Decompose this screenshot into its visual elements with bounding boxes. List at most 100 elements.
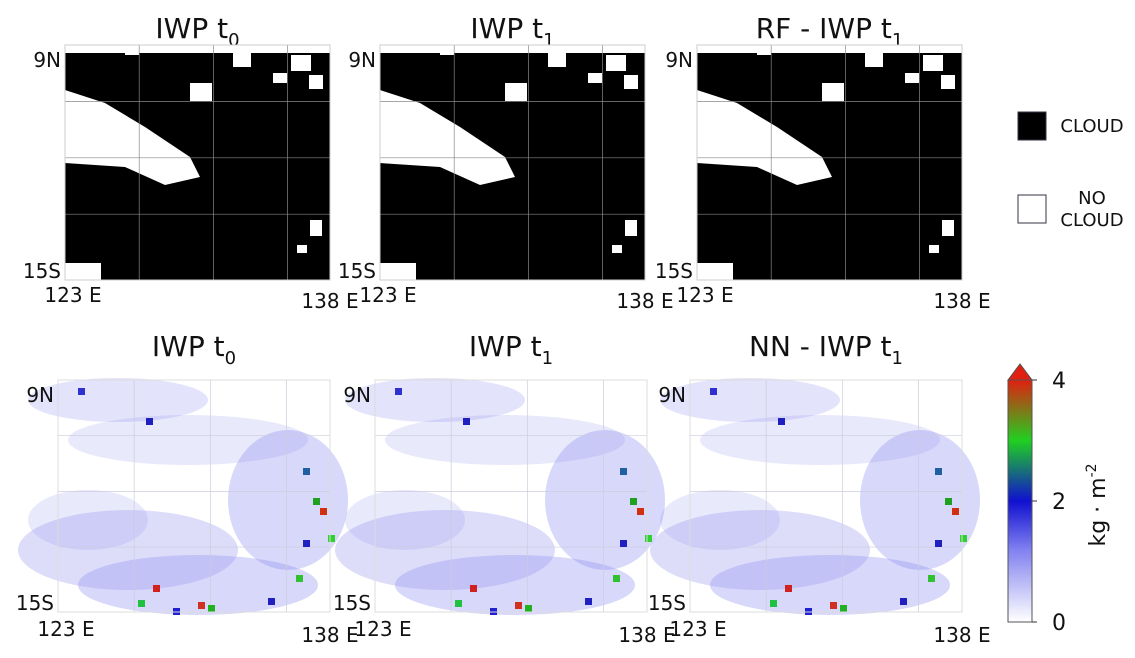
legend-label: NO: [1078, 188, 1106, 209]
clear-patch: [65, 263, 101, 280]
clear-patch: [297, 245, 307, 253]
panel-frame: [374, 379, 648, 613]
iwp-cell: [78, 388, 85, 395]
label-sup: -2: [1084, 463, 1100, 477]
panel-frame: [696, 44, 963, 281]
legend-swatch: [1017, 194, 1047, 224]
clear-patch: [440, 45, 454, 55]
lat-label: 15S: [338, 259, 376, 283]
clear-patch: [612, 245, 622, 253]
iwp-cell: [840, 605, 847, 612]
clear-patch: [310, 220, 322, 236]
iwp-cell: [960, 535, 967, 542]
iwp-field: [860, 430, 980, 570]
iwp-cell: [208, 605, 215, 612]
iwp-cell: [613, 575, 620, 582]
clear-patch: [273, 73, 287, 83]
clear-patch: [233, 53, 251, 67]
lon-label: 123 E: [37, 617, 94, 641]
title-main: IWP t: [470, 12, 543, 45]
iwp-cell: [198, 602, 205, 609]
colorbar-tick-label: 4: [1052, 369, 1066, 394]
iwp-cell: [153, 585, 160, 592]
lon-label: 123 E: [676, 283, 733, 307]
iwp-cell: [928, 575, 935, 582]
iwp-cell: [328, 535, 335, 542]
iwp-cell: [770, 600, 777, 607]
panel-title: NN - IWP t1: [749, 330, 903, 369]
lat-label: 15S: [333, 591, 371, 615]
lat-label: 15S: [648, 591, 686, 615]
clear-patch: [757, 45, 771, 55]
lon-label: 138 E: [616, 289, 673, 313]
clear-patch: [505, 83, 527, 101]
clear-patch: [942, 220, 954, 236]
iwp-map: [375, 380, 647, 612]
clear-patch: [380, 263, 416, 280]
iwp-map: [58, 380, 330, 612]
title-sub: 1: [542, 348, 553, 369]
iwp-cell: [630, 498, 637, 505]
iwp-cell: [320, 508, 327, 515]
iwp-cell: [710, 388, 717, 395]
lat-label: 9N: [658, 383, 686, 407]
iwp-cell: [952, 508, 959, 515]
panel-title: RF - IWP t1: [756, 12, 904, 51]
iwp-cell: [620, 540, 627, 547]
clear-patch: [309, 75, 323, 89]
title-main: IWP t: [152, 330, 225, 363]
label-main: kg · m: [1086, 477, 1111, 546]
lon-label: 138 E: [301, 289, 358, 313]
colorbar-extend: [1007, 363, 1033, 381]
iwp-map: [690, 380, 962, 612]
clear-patch: [625, 220, 637, 236]
clear-region: [65, 45, 330, 53]
iwp-field: [345, 378, 525, 422]
colorbar-label: kg · m-2: [1084, 463, 1111, 546]
iwp-cell: [470, 585, 477, 592]
iwp-field: [660, 378, 840, 422]
title-main: IWP t: [155, 12, 228, 45]
iwp-cell: [935, 540, 942, 547]
iwp-cell: [303, 540, 310, 547]
iwp-cell: [830, 602, 837, 609]
iwp-field: [545, 430, 665, 570]
title-main: NN - IWP t: [749, 330, 892, 363]
clear-region: [65, 90, 200, 185]
panel-title: IWP t0: [152, 330, 236, 369]
panel-frame: [689, 379, 963, 613]
iwp-field: [660, 490, 780, 550]
panel-frame: [379, 44, 646, 281]
iwp-cell: [645, 535, 652, 542]
title-sub: 1: [543, 30, 554, 51]
clear-patch: [480, 45, 500, 51]
iwp-cell: [525, 605, 532, 612]
iwp-cell: [296, 575, 303, 582]
iwp-cell: [146, 418, 153, 425]
lat-label: 9N: [348, 48, 376, 72]
panel-title: IWP t1: [469, 330, 553, 369]
clear-patch: [697, 263, 733, 280]
title-sub: 0: [228, 30, 239, 51]
iwp-cell: [620, 468, 627, 475]
clear-patch: [941, 75, 955, 89]
colorbar-tick-label: 0: [1052, 611, 1066, 636]
iwp-cell: [585, 598, 592, 605]
panel-frame: [64, 44, 331, 281]
clear-patch: [624, 75, 638, 89]
iwp-field: [228, 430, 348, 570]
lat-label: 9N: [33, 48, 61, 72]
title-sub: 0: [225, 348, 236, 369]
clear-patch: [548, 53, 566, 67]
iwp-cell: [268, 598, 275, 605]
panel-title: IWP t0: [155, 12, 239, 51]
iwp-field: [18, 510, 238, 590]
lon-label: 138 E: [618, 623, 675, 647]
clear-patch: [190, 83, 212, 101]
title-sub: 1: [892, 30, 903, 51]
colorbar-tick-label: 2: [1052, 490, 1066, 515]
clear-patch: [165, 45, 185, 51]
lat-label: 15S: [23, 259, 61, 283]
clear-patch: [125, 45, 139, 55]
